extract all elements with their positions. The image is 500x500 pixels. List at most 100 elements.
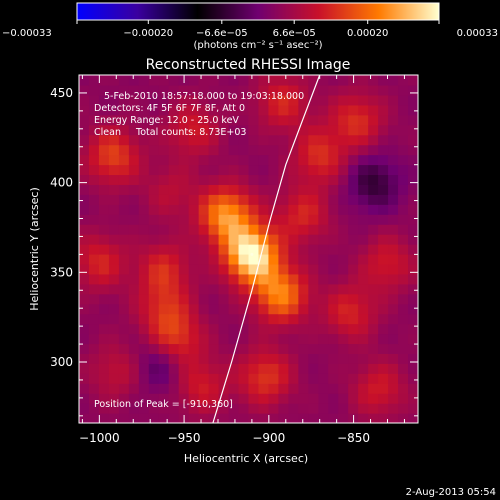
heatmap-cell [398, 343, 409, 354]
heatmap-cell [108, 224, 120, 235]
heatmap-cell [168, 124, 180, 136]
heatmap-cell [408, 323, 418, 335]
heatmap-cell [178, 204, 190, 215]
heatmap-cell [98, 313, 110, 325]
heatmap-cell [258, 283, 270, 295]
heatmap-cell [188, 84, 200, 96]
heatmap-cell [298, 234, 309, 245]
heatmap-cell [198, 144, 210, 156]
heatmap-cell [368, 383, 379, 394]
heatmap-cell [328, 413, 339, 423]
heatmap-cell [198, 84, 210, 96]
heatmap-cell [168, 343, 180, 354]
heatmap-cell [238, 234, 250, 245]
heatmap-cell [208, 204, 220, 215]
heatmap-cell [358, 253, 369, 265]
heatmap-cell [398, 293, 409, 305]
heatmap-cell [228, 134, 240, 146]
heatmap-cell [318, 234, 329, 245]
heatmap-cell [168, 204, 180, 215]
heatmap-cell [118, 253, 130, 265]
heatmap-cell [388, 75, 399, 86]
heatmap-cell [278, 253, 289, 265]
heatmap-cell [308, 353, 319, 364]
heatmap-cell [208, 184, 220, 195]
heatmap-cell [118, 234, 130, 245]
peak-marker [250, 252, 254, 256]
heatmap-cell [88, 343, 100, 354]
heatmap-cell [268, 413, 280, 423]
heatmap-cell [158, 94, 170, 106]
heatmap-cell [258, 383, 270, 394]
heatmap-cell [248, 353, 260, 364]
heatmap-cell [138, 283, 150, 295]
heatmap-cell [238, 224, 250, 235]
heatmap-cell [288, 104, 299, 116]
heatmap-cell [258, 263, 270, 275]
heatmap-cell [148, 323, 160, 335]
heatmap-cell [298, 383, 309, 394]
heatmap-cell [198, 333, 210, 345]
heatmap-cell [398, 413, 409, 423]
heatmap-cell [128, 303, 140, 315]
heatmap-cell [148, 383, 160, 394]
info-time-range: 5-Feb-2010 18:57:18.000 to 19:03:18.000 [104, 91, 304, 102]
heatmap-cell [378, 164, 389, 176]
heatmap-cell [318, 323, 329, 335]
heatmap-cell [398, 303, 409, 315]
heatmap-cell [188, 134, 200, 146]
heatmap-cell [248, 393, 260, 404]
heatmap-cell [198, 283, 210, 295]
heatmap-cell [318, 124, 329, 136]
heatmap-cell [198, 363, 210, 374]
heatmap-cell [168, 363, 180, 374]
heatmap-cell [178, 383, 190, 394]
heatmap-cell [338, 293, 349, 305]
heatmap-cell [88, 84, 100, 96]
heatmap-cell [148, 194, 160, 205]
heatmap-cell [79, 343, 90, 354]
heatmap-cell [288, 234, 299, 245]
info-energy-range: Energy Range: 12.0 - 25.0 keV [94, 115, 239, 126]
heatmap-cell [178, 154, 190, 166]
y-tick-label: 450 [50, 86, 73, 100]
heatmap-cell [268, 333, 280, 345]
heatmap-cell [218, 134, 230, 146]
heatmap-cell [108, 323, 120, 335]
solar-limb-curve [212, 75, 321, 423]
heatmap-cell [398, 114, 409, 126]
heatmap-cell [138, 343, 150, 354]
heatmap-cell [79, 244, 90, 255]
heatmap-cell [238, 114, 250, 126]
heatmap-cell [328, 393, 339, 404]
heatmap-cell [348, 293, 359, 305]
heatmap-cell [318, 283, 329, 295]
heatmap-cell [148, 154, 160, 166]
heatmap-cell [278, 283, 289, 295]
heatmap-cell [248, 403, 260, 414]
heatmap-cell [168, 184, 180, 195]
heatmap-cell [398, 263, 409, 275]
heatmap-cell [238, 174, 250, 185]
heatmap-cell [358, 293, 369, 305]
heatmap-cell [338, 134, 349, 146]
heatmap-cell [228, 104, 240, 116]
heatmap-cell [318, 263, 329, 275]
heatmap-cell [198, 393, 210, 404]
heatmap-cell [398, 353, 409, 364]
chart-title: Reconstructed RHESSI Image [146, 57, 351, 73]
heatmap-cell [288, 363, 299, 374]
heatmap-cell [158, 283, 170, 295]
heatmap-cell [248, 234, 260, 245]
heatmap-cell [328, 363, 339, 374]
heatmap-cell [118, 313, 130, 325]
heatmap-cell [228, 343, 240, 354]
heatmap-cell [268, 214, 280, 225]
heatmap-cell [238, 303, 250, 315]
heatmap-cell [79, 224, 90, 235]
heatmap-cell [188, 164, 200, 176]
heatmap-cell [258, 363, 270, 374]
heatmap-cell [338, 253, 349, 265]
heatmap-cell [278, 373, 289, 384]
heatmap-cell [288, 393, 299, 404]
